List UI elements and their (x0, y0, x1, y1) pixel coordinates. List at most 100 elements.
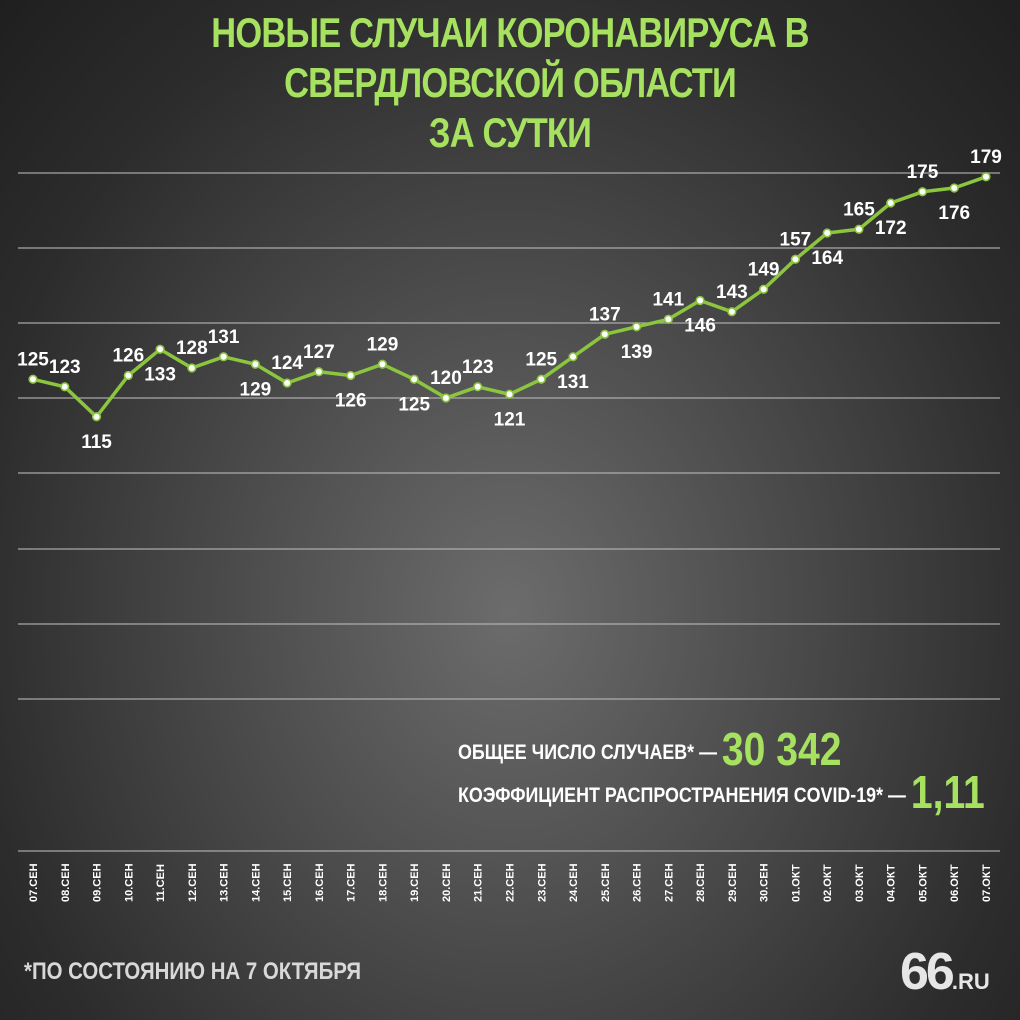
data-label: 131 (208, 327, 240, 348)
data-point (949, 183, 959, 193)
x-tick-label: 09.СЕН (92, 863, 104, 902)
series (28, 172, 991, 422)
total-cases-label: ОБЩЕЕ ЧИСЛО СЛУЧАЕВ* — (458, 741, 717, 764)
x-tick-label: 16.СЕН (314, 863, 326, 902)
data-point (346, 370, 356, 381)
data-point (981, 172, 991, 182)
data-point (219, 352, 229, 362)
data-label: 123 (462, 357, 494, 378)
spread-coefficient-value: 1,11 (910, 766, 985, 818)
data-point (60, 382, 70, 392)
data-label: 125 (398, 394, 430, 415)
data-label: 126 (335, 391, 367, 412)
data-labels: 125 1231151261331281311291241271261291251… (17, 147, 1002, 453)
data-point (155, 344, 165, 354)
data-label: 123 (49, 357, 81, 378)
data-label: 133 (144, 364, 176, 385)
data-label: 131 (557, 372, 589, 393)
x-tick-label: 19.СЕН (409, 863, 421, 902)
data-label: 139 (621, 342, 653, 363)
data-point (123, 370, 133, 381)
data-label: 115 (81, 432, 112, 453)
data-point (886, 198, 896, 208)
x-tick-label: 04.ОКТ (886, 864, 898, 902)
spread-coefficient-label: КОЭФФИЦИЕНТ РАСПРОСТРАНЕНИЯ COVID-19* — (458, 784, 906, 807)
x-tick-label: 02.ОКТ (822, 864, 834, 902)
x-tick-label: 15.СЕН (282, 863, 294, 902)
data-label: 125 (525, 349, 557, 370)
logo-number: 66 (900, 943, 955, 1001)
data-point (28, 374, 38, 384)
data-label: 141 (652, 289, 684, 310)
data-point (727, 307, 737, 317)
site-logo: 66.RU (900, 942, 990, 1002)
data-label: 120 (430, 368, 462, 389)
data-point (536, 374, 546, 384)
x-tick-label: 08.СЕН (60, 863, 72, 902)
x-tick-label: 17.СЕН (346, 863, 358, 902)
x-tick-label: 03.ОКТ (854, 864, 866, 902)
data-point (568, 352, 578, 362)
x-tick-label: 26.СЕН (632, 863, 644, 902)
data-label: 129 (367, 334, 399, 355)
data-label: 179 (970, 147, 1002, 168)
data-label: 121 (494, 409, 526, 430)
chart-title-line-2: ЗА СУТКИ (428, 109, 592, 156)
x-tick-label: 21.СЕН (473, 863, 485, 902)
data-point (473, 382, 483, 392)
data-label: 137 (589, 304, 621, 325)
x-tick-label: 29.СЕН (727, 863, 739, 902)
data-point (663, 314, 673, 324)
data-point (822, 228, 832, 238)
x-tick-label: 07.ОКТ (981, 864, 993, 902)
data-point (187, 363, 197, 373)
data-point (314, 367, 324, 377)
data-point (91, 412, 102, 422)
x-tick-label: 14.СЕН (250, 863, 262, 902)
x-tick-label: 24.СЕН (568, 863, 580, 902)
x-tick-label: 13.СЕН (219, 863, 231, 902)
x-tick-label: 27.СЕН (663, 863, 675, 902)
data-point (504, 389, 515, 399)
x-tick-label: 18.СЕН (377, 863, 389, 902)
data-label: 126 (112, 346, 144, 367)
data-label: 127 (303, 342, 335, 363)
x-tick-label: 25.СЕН (600, 863, 612, 902)
data-label: 176 (938, 203, 970, 224)
x-tick-label: 22.СЕН (505, 863, 517, 902)
x-tick-label: 30.СЕН (759, 863, 771, 902)
data-point (409, 374, 419, 384)
spread-coefficient-stat: КОЭФФИЦИЕНТ РАСПРОСТРАНЕНИЯ COVID-19* — … (458, 765, 985, 819)
data-label: 146 (684, 316, 716, 337)
data-point (695, 295, 705, 306)
x-tick-label: 28.СЕН (695, 863, 707, 902)
data-point (441, 393, 451, 403)
data-label: 143 (716, 282, 748, 303)
data-label: 157 (780, 229, 812, 250)
x-tick-label: 12.СЕН (187, 863, 199, 902)
x-tick-label: 10.СЕН (123, 863, 135, 902)
logo-domain: .RU (951, 969, 990, 994)
data-label: 172 (875, 218, 907, 239)
data-point (790, 254, 801, 264)
x-tick-label: 01.ОКТ (790, 864, 802, 902)
data-point (854, 224, 864, 234)
data-point (377, 359, 388, 369)
data-point (917, 187, 928, 197)
x-tick-label: 11.СЕН (155, 864, 167, 902)
chart-title: НОВЫЕ СЛУЧАИ КОРОНАВИРУСА В СВЕРДЛОВСКОЙ… (92, 8, 928, 158)
x-tick-label: 06.ОКТ (949, 864, 961, 902)
x-axis-labels: 07.СЕН 08.СЕН 09.СЕН 10.СЕН 11.СЕН 12.СЕН 13.С… (28, 863, 993, 902)
data-point (282, 378, 292, 388)
data-point (250, 359, 260, 369)
data-point (600, 329, 610, 339)
data-label: 128 (176, 338, 208, 359)
total-cases-stat: ОБЩЕЕ ЧИСЛО СЛУЧАЕВ* — 30 342 (458, 722, 841, 776)
x-tick-label: 23.СЕН (536, 863, 548, 902)
chart-title-line-1: НОВЫЕ СЛУЧАИ КОРОНАВИРУСА В СВЕРДЛОВСКОЙ… (211, 9, 809, 106)
x-tick-label: 05.ОКТ (917, 864, 929, 902)
data-label: 125 (17, 349, 49, 370)
data-point (759, 284, 769, 294)
data-label: 165 (843, 199, 875, 220)
